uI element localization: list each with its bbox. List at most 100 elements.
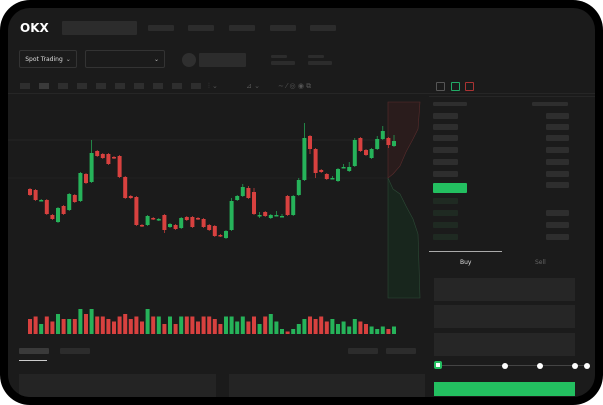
filter-button[interactable]	[348, 348, 378, 354]
timeframe-button[interactable]	[77, 83, 87, 89]
candle-body	[151, 218, 156, 220]
candle-body	[274, 215, 279, 217]
amount-input[interactable]	[434, 305, 575, 328]
timeframe-button[interactable]	[58, 83, 68, 89]
price-input[interactable]	[434, 278, 575, 301]
candle-type-icon[interactable]: ⫶ ⌄	[208, 82, 218, 90]
volume-bar	[184, 316, 189, 334]
candle-body	[145, 216, 150, 225]
depth-bids-area	[387, 177, 421, 299]
chevron-down-icon: ⌄	[65, 55, 71, 63]
candle-body	[263, 212, 268, 216]
volume-bar	[151, 316, 156, 334]
candle-body	[33, 190, 38, 200]
orderbook-both-icon[interactable]	[436, 82, 445, 91]
candle-body	[386, 138, 391, 145]
timeframe-button[interactable]	[115, 83, 125, 89]
nav-item[interactable]	[188, 25, 214, 31]
ask-amount	[546, 113, 569, 119]
volume-bar	[246, 321, 251, 334]
bid-price	[433, 210, 458, 216]
volume-bar	[123, 314, 128, 334]
divider	[429, 96, 595, 97]
candle-body	[313, 149, 318, 173]
indicator-icon[interactable]: ⊿ ⌄	[246, 82, 260, 90]
slider-stop[interactable]	[572, 363, 578, 369]
volume-bar	[280, 329, 284, 334]
pair-dropdown[interactable]: ⌄	[85, 50, 165, 68]
slider-stop[interactable]	[584, 363, 590, 369]
volume-bar	[330, 319, 335, 334]
active-tab-underline	[19, 360, 47, 361]
ask-amount	[546, 135, 569, 141]
candle-body	[100, 154, 105, 158]
candle-body	[252, 192, 256, 214]
market-type-dropdown[interactable]: Spot Trading ⌄	[19, 50, 77, 68]
tab-order-history[interactable]	[60, 348, 90, 354]
slider-track[interactable]	[438, 365, 588, 366]
candlestick-chart[interactable]	[8, 94, 428, 334]
candle-body	[369, 149, 374, 158]
candle-body	[123, 177, 128, 198]
timeframe-button[interactable]	[20, 83, 30, 89]
candle-body	[89, 153, 94, 182]
tab-open-orders[interactable]	[19, 348, 49, 354]
timeframe-button[interactable]	[39, 83, 49, 89]
volume-bar	[112, 321, 116, 334]
buy-button[interactable]	[434, 382, 575, 396]
ask-amount	[546, 171, 569, 177]
stat-value	[271, 61, 295, 65]
timeframe-button[interactable]	[172, 83, 182, 89]
nav-item[interactable]	[229, 25, 255, 31]
stat-label	[308, 55, 324, 58]
timeframe-button[interactable]	[153, 83, 163, 89]
candle-body	[179, 218, 184, 228]
candle-body	[375, 139, 380, 149]
volume-bar	[240, 316, 245, 334]
ask-amount	[546, 147, 569, 153]
nav-item[interactable]	[270, 25, 296, 31]
candle-body	[218, 235, 223, 237]
draw-icon[interactable]: ∼ ⁄ ◎ ◉ ⧉	[278, 82, 312, 90]
candle-body	[44, 200, 49, 214]
slider-handle[interactable]	[434, 361, 442, 369]
candle-body	[95, 151, 100, 156]
volume-bar	[302, 319, 307, 334]
candle-body	[229, 201, 234, 230]
filter-button[interactable]	[386, 348, 416, 354]
candle-body	[347, 167, 352, 171]
ask-price	[433, 147, 458, 153]
candle-body	[134, 197, 139, 225]
candle-body	[201, 219, 206, 227]
ask-price	[433, 113, 458, 119]
tab-buy[interactable]: Buy	[460, 259, 472, 266]
total-input[interactable]	[434, 333, 575, 356]
volume-bar	[229, 316, 234, 334]
slider-stop[interactable]	[502, 363, 508, 369]
volume-bar	[56, 314, 60, 334]
tab-sell[interactable]: Sell	[535, 259, 546, 266]
volume-bar	[212, 319, 217, 334]
search-input[interactable]	[62, 21, 137, 35]
volume-bar	[375, 329, 380, 334]
volume-bar	[128, 319, 133, 334]
volume-bar	[78, 309, 83, 334]
candle-body	[168, 224, 172, 227]
slider-stop[interactable]	[537, 363, 543, 369]
volume-bar	[386, 329, 391, 334]
timeframe-button[interactable]	[191, 83, 201, 89]
candle-body	[207, 225, 212, 230]
volume-bar	[347, 326, 352, 334]
timeframe-button[interactable]	[96, 83, 106, 89]
orderbook-bids-icon[interactable]	[451, 82, 460, 91]
volume-bar	[140, 321, 144, 334]
candle-body	[268, 215, 273, 218]
candle-body	[302, 138, 307, 180]
orderbook-asks-icon[interactable]	[465, 82, 474, 91]
nav-item[interactable]	[148, 25, 174, 31]
timeframe-button[interactable]	[134, 83, 144, 89]
candle-body	[156, 219, 161, 221]
candle-body	[392, 141, 396, 146]
candle-body	[112, 157, 116, 159]
nav-item[interactable]	[310, 25, 336, 31]
